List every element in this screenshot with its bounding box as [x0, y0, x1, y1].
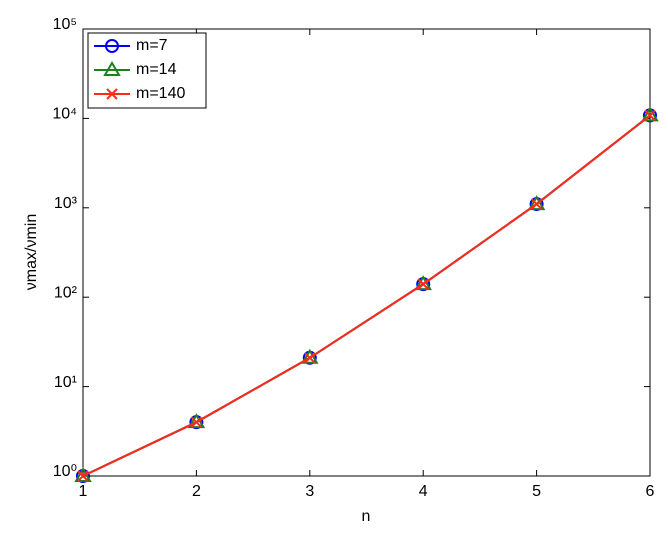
marker [301, 348, 319, 364]
marker [105, 39, 119, 53]
series-line [82, 114, 651, 477]
plot-frame [82, 28, 651, 477]
y-tick-label: 10¹ [54, 374, 77, 391]
x-tick-label: 1 [79, 483, 88, 500]
y-tick-label: 10⁴ [52, 106, 77, 123]
series-line [82, 114, 651, 477]
legend-label: m=14 [136, 61, 177, 78]
x-tick-label: 5 [532, 483, 541, 500]
marker [190, 416, 203, 428]
marker [414, 275, 432, 291]
x-tick-label: 3 [305, 483, 314, 500]
legend: m=7 m=14 m=140 [87, 32, 207, 109]
marker [106, 88, 118, 100]
marker [530, 198, 543, 210]
marker [417, 278, 429, 290]
y-tick-label: 10² [54, 284, 78, 301]
y-tick-label: 10⁰ [53, 463, 77, 480]
marker [103, 61, 121, 76]
y-tick-label: 10⁵ [53, 16, 77, 33]
legend-label: m=140 [136, 85, 185, 102]
marker [527, 195, 546, 211]
marker [77, 470, 89, 482]
x-tick-label: 2 [192, 483, 201, 500]
legend-label: m=7 [136, 37, 168, 54]
y-tick-label: 10³ [54, 195, 78, 212]
x-axis-label: n [362, 508, 371, 525]
marker [641, 106, 659, 122]
y-axis-label: νmax/νmin [23, 214, 40, 290]
series-line [82, 114, 651, 477]
marker [644, 109, 656, 122]
x-tick-label: 6 [646, 483, 655, 500]
marker [304, 352, 316, 364]
x-tick-label: 4 [419, 483, 428, 500]
